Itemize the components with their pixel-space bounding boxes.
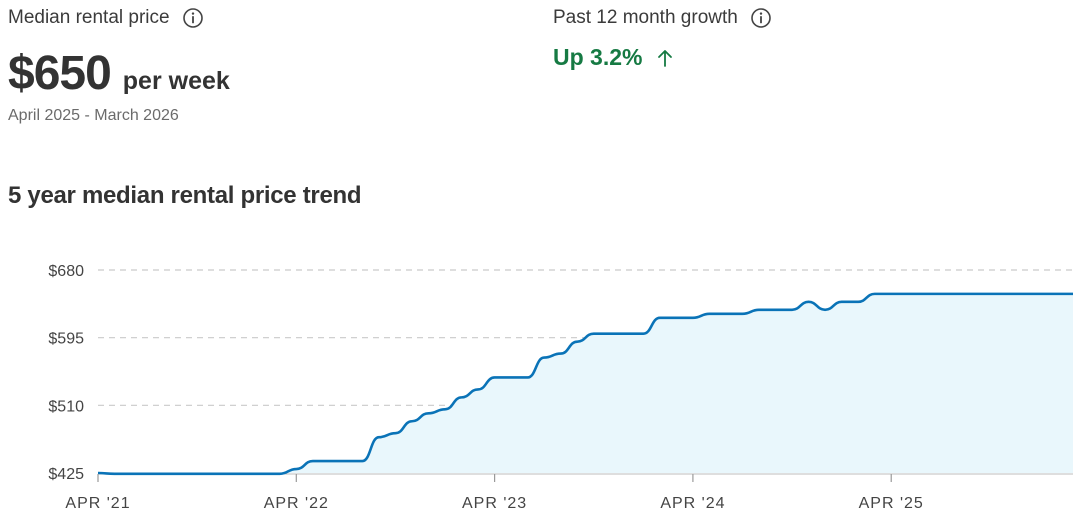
arrow-up-icon <box>656 48 674 68</box>
y-tick-label: $425 <box>48 466 84 483</box>
x-tick-label: APR '24 <box>660 495 725 512</box>
price-period: April 2025 - March 2026 <box>8 107 179 124</box>
y-tick-label: $595 <box>48 331 84 348</box>
growth-label: Past 12 month growth <box>553 7 738 28</box>
x-tick-label: APR '25 <box>859 495 924 512</box>
median-label-row: Median rental price <box>8 0 230 36</box>
x-tick-label: APR '22 <box>264 495 329 512</box>
y-tick-label: $510 <box>48 398 84 415</box>
area-fill <box>98 293 1073 474</box>
x-tick-label: APR '23 <box>462 495 527 512</box>
price-unit: per week <box>122 67 230 95</box>
median-label: Median rental price <box>8 7 170 28</box>
chart-title: 5 year median rental price trend <box>8 182 362 209</box>
growth-value: Up 3.2% <box>553 44 643 70</box>
info-icon[interactable] <box>750 7 772 29</box>
growth-stat: Past 12 month growth Up 3.2% <box>553 0 772 71</box>
price-row: $650 per week <box>8 46 230 101</box>
y-tick-label: $680 <box>48 263 84 280</box>
growth-label-row: Past 12 month growth <box>553 0 772 36</box>
x-tick-label: APR '21 <box>65 495 130 512</box>
median-rental-stat: Median rental price $650 per week April … <box>8 0 230 125</box>
median-price: $650 <box>8 47 112 100</box>
growth-row: Up 3.2% <box>553 44 772 71</box>
info-icon[interactable] <box>182 7 204 29</box>
series-line <box>97 292 1073 476</box>
